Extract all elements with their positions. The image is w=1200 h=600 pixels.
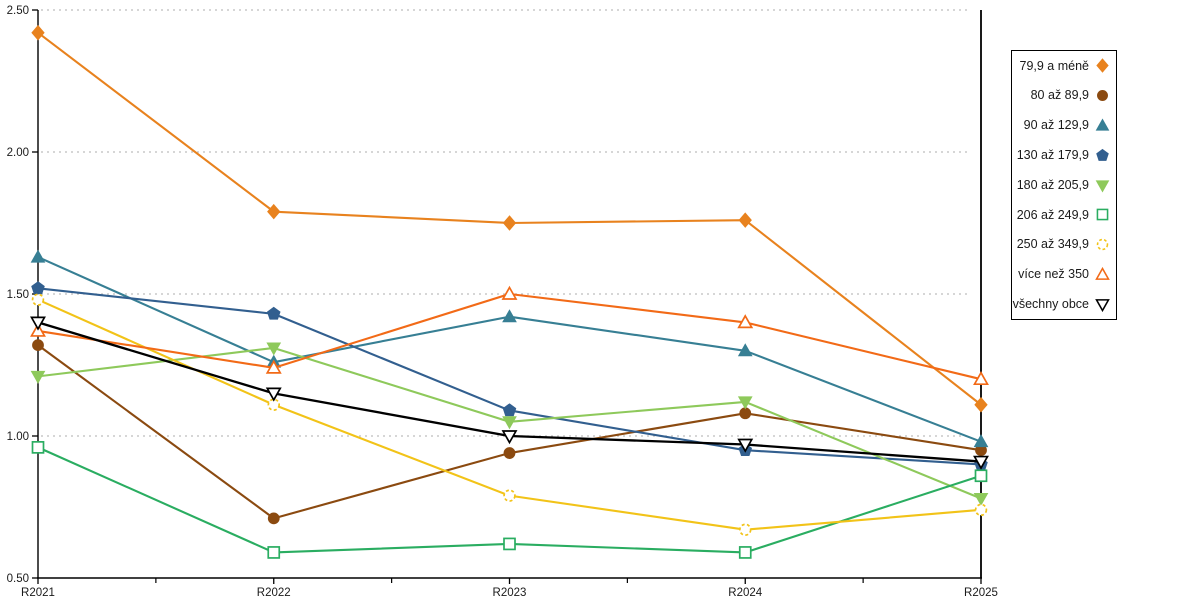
legend-item-6: 206 až 249,9 — [1012, 200, 1116, 230]
legend-box: 79,9 a méně 80 až 89,9 90 až 129,9 130 až 1… — [1011, 50, 1117, 320]
legend-item-label: 130 až 179,9 — [1016, 147, 1089, 162]
legend-item-label: více než 350 — [1018, 267, 1089, 282]
data-point-marker — [1095, 298, 1110, 312]
y-tick-label: 1.00 — [7, 431, 29, 443]
data-point-marker — [31, 24, 45, 41]
legend-item-1: 79,9 a méně — [1012, 51, 1116, 81]
data-point-marker — [265, 387, 282, 402]
legend-item-4: 130 až 179,9 — [1012, 140, 1116, 170]
legend-item-5: 180 až 205,9 — [1012, 170, 1116, 200]
data-point-marker — [974, 396, 988, 413]
triangle-up-marker-icon — [1095, 118, 1110, 131]
x-tick-label: R2024 — [728, 587, 762, 599]
data-point-marker — [973, 492, 989, 506]
data-point-marker — [267, 398, 281, 412]
series-8 — [30, 285, 989, 386]
data-point-marker — [502, 416, 517, 430]
data-point-marker — [737, 314, 754, 329]
data-point-marker — [973, 455, 989, 470]
y-gridlines — [41, 9, 971, 437]
series-9 — [30, 316, 989, 470]
data-point-marker — [32, 339, 44, 352]
y-tick-label: 1.50 — [7, 289, 29, 301]
data-point-marker — [501, 285, 518, 300]
data-point-marker — [266, 342, 282, 356]
data-point-marker — [503, 489, 516, 502]
legend-item-label: 180 až 205,9 — [1016, 177, 1089, 192]
circle-dashed-marker-icon — [1096, 238, 1109, 251]
x-tick-label: R2025 — [964, 587, 998, 599]
legend-item-label: 206 až 249,9 — [1016, 207, 1089, 222]
data-point-marker — [737, 396, 753, 410]
series-2 — [32, 339, 987, 525]
data-point-marker — [31, 293, 45, 306]
data-point-marker — [265, 359, 282, 374]
data-point-marker — [267, 203, 281, 220]
legend-item-9: všechny obce — [1012, 289, 1116, 319]
data-point-marker — [267, 512, 280, 525]
data-point-marker — [739, 407, 752, 420]
data-point-marker — [973, 434, 989, 448]
data-point-marker — [738, 212, 752, 228]
legend-item-label: 250 až 349,9 — [1016, 237, 1089, 252]
legend-item-8: více než 350 — [1012, 259, 1116, 289]
data-point-marker — [1096, 238, 1109, 251]
data-point-marker — [502, 309, 517, 323]
data-point-marker — [267, 546, 281, 559]
data-point-marker — [266, 306, 281, 320]
data-point-marker — [738, 523, 752, 536]
legend-item-label: 79,9 a méně — [1019, 58, 1090, 73]
series-line — [36, 292, 983, 381]
square-marker-icon — [1096, 208, 1109, 221]
triangle-down-marker-icon — [1095, 298, 1110, 312]
triangle-up-marker-icon — [1095, 266, 1110, 280]
data-point-marker — [737, 343, 753, 357]
data-point-marker — [1096, 148, 1109, 161]
series-6 — [31, 441, 988, 559]
axes: 2.50 2.00 1.50 1.00 0.50 R2021 R2022 R2023 R2024… — [7, 5, 998, 599]
triangle-down-marker-icon — [1095, 179, 1110, 193]
series-3 — [30, 249, 989, 448]
legend-item-label: 80 až 89,9 — [1030, 88, 1089, 103]
data-point-marker — [502, 403, 517, 417]
legend-item-label: 90 až 129,9 — [1023, 118, 1089, 133]
data-point-marker — [1095, 266, 1110, 280]
x-tick-label: R2021 — [21, 587, 55, 599]
x-tick-label: R2023 — [493, 587, 527, 599]
circle-marker-icon — [1097, 90, 1108, 102]
pentagon-marker-icon — [1096, 148, 1109, 161]
y-tick-label: 0.50 — [7, 573, 29, 585]
data-point-marker — [30, 370, 46, 384]
data-point-marker — [30, 316, 46, 331]
data-point-marker — [974, 503, 988, 517]
data-point-marker — [738, 546, 752, 559]
series-1 — [31, 24, 988, 413]
legend-item-7: 250 až 349,9 — [1012, 230, 1116, 260]
data-point-marker — [31, 281, 45, 295]
data-point-marker — [974, 469, 988, 483]
y-tick-label: 2.50 — [7, 5, 29, 17]
data-point-marker — [30, 249, 46, 263]
legend-item-label: všechny obce — [1012, 296, 1089, 311]
data-point-marker — [501, 430, 518, 445]
data-point-marker — [1095, 118, 1110, 131]
series-5 — [30, 342, 989, 506]
data-point-marker — [737, 438, 754, 453]
data-point-marker — [502, 215, 517, 231]
data-point-marker — [1095, 179, 1110, 193]
data-point-marker — [503, 537, 516, 551]
legend-item-2: 80 až 89,9 — [1012, 81, 1116, 111]
data-point-marker — [1096, 208, 1109, 221]
data-point-marker — [1097, 90, 1108, 102]
x-tick-label: R2022 — [257, 587, 291, 599]
data-point-marker — [1096, 58, 1109, 74]
data-point-marker — [973, 370, 989, 386]
data-point-marker — [31, 441, 45, 454]
y-tick-label: 2.00 — [7, 147, 29, 159]
data-point-marker — [503, 447, 516, 459]
legend-item-3: 90 až 129,9 — [1012, 111, 1116, 141]
diamond-marker-icon — [1096, 58, 1109, 74]
